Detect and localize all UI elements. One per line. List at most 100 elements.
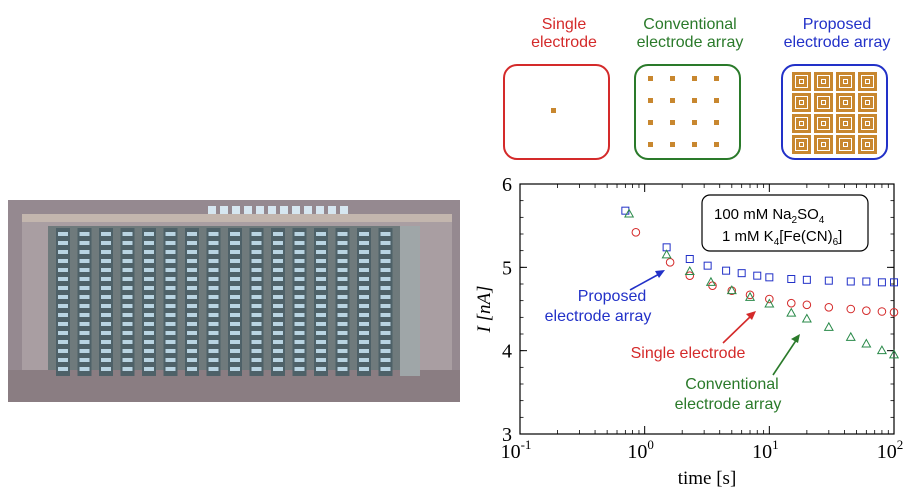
- chip-cell: [122, 268, 133, 272]
- chip-cell: [165, 295, 176, 299]
- chip-column: [99, 228, 113, 376]
- chip-pad: [340, 206, 348, 214]
- chip-cell: [316, 277, 326, 281]
- chip-cell: [122, 367, 133, 371]
- chip-pad: [220, 206, 228, 214]
- chip-cell: [187, 250, 197, 254]
- chip-cell: [273, 232, 283, 236]
- chip-cell: [380, 277, 391, 281]
- chip-column: [120, 228, 135, 376]
- chip-cell: [380, 286, 391, 290]
- data-point-triangle: [786, 307, 797, 317]
- chip-cell: [79, 268, 90, 272]
- chip-cell: [316, 331, 326, 335]
- electrode-inner: [861, 75, 874, 88]
- x-tick-label: 100: [627, 437, 654, 463]
- chip-cell: [294, 304, 305, 308]
- conventional-electrode-pad: [692, 76, 697, 81]
- chip-column: [271, 228, 285, 376]
- chip-cell: [144, 295, 154, 299]
- electrode-core: [865, 121, 870, 126]
- chip-cell: [79, 250, 90, 254]
- chip-column: [56, 228, 70, 376]
- chip-cell: [230, 367, 240, 371]
- y-tick-label: 3: [502, 424, 512, 446]
- conventional-electrode-pad: [648, 76, 653, 81]
- chip-cell: [79, 277, 90, 281]
- chip-cell: [101, 340, 111, 344]
- x-tick-label: 101: [752, 437, 779, 463]
- chip-cell: [79, 349, 90, 353]
- chip-cell: [294, 331, 305, 335]
- chip-top-trace: [22, 214, 452, 222]
- chip-cell: [359, 277, 369, 281]
- data-point-triangle: [888, 349, 900, 359]
- electrode-inner: [839, 75, 852, 88]
- data-point-circle: [685, 271, 695, 280]
- electrode-inner: [839, 138, 852, 151]
- chip-cell: [230, 241, 240, 245]
- x-tick-label: 10-1: [501, 437, 532, 463]
- chip-cell: [230, 259, 240, 263]
- chip-cell: [187, 286, 197, 290]
- chip-cell: [294, 322, 305, 326]
- electrode-inner: [861, 117, 874, 130]
- label-single: Single electrode: [631, 345, 746, 362]
- data-point-triangle: [845, 331, 856, 341]
- chip-cell: [294, 286, 305, 290]
- electrode-core: [865, 100, 870, 105]
- data-point-square: [722, 266, 731, 275]
- chip-cell: [58, 367, 68, 371]
- chip-cell: [230, 295, 240, 299]
- proposed-electrode-pad: [836, 135, 855, 154]
- chip-cell: [294, 268, 305, 272]
- chip-cell: [380, 259, 391, 263]
- chip-cell: [294, 340, 305, 344]
- chip-cell: [144, 250, 154, 254]
- chip-cell: [251, 322, 262, 326]
- chip-cell: [187, 232, 197, 236]
- data-point-square: [765, 273, 774, 282]
- proposed-electrode-pad: [814, 93, 833, 112]
- electrode-inner: [817, 138, 830, 151]
- chip-cell: [58, 313, 68, 317]
- chip-column: [163, 228, 178, 376]
- electrode-core: [843, 142, 848, 147]
- chip-cell: [187, 349, 197, 353]
- chip-cell: [165, 331, 176, 335]
- chip-cell: [101, 241, 111, 245]
- chip-cell: [273, 250, 283, 254]
- data-point-square: [685, 255, 694, 263]
- caption-line2: electrode array: [636, 34, 744, 51]
- chip-cell: [316, 232, 326, 236]
- chip-cell: [251, 268, 262, 272]
- chip-cell: [144, 349, 154, 353]
- chip-cell: [58, 358, 68, 362]
- electrode-inner: [817, 96, 830, 109]
- chip-cell: [101, 268, 111, 272]
- chip-pad: [232, 206, 240, 214]
- chip-cell: [337, 304, 348, 308]
- chip-side-circuit: [400, 226, 420, 376]
- chip-cell: [58, 340, 68, 344]
- conventional-electrode-pad: [714, 120, 719, 125]
- chip-cell: [294, 367, 305, 371]
- conventional-electrode-pad: [692, 98, 697, 103]
- chip-cell: [230, 358, 240, 362]
- proposed-electrode-pad: [814, 135, 833, 154]
- chip-cell: [165, 286, 176, 290]
- chip-cell: [58, 349, 68, 353]
- electrode-inner: [795, 96, 808, 109]
- chip-cell: [208, 295, 219, 299]
- label-proposed-line1: Proposed: [578, 288, 647, 305]
- proposed-electrode-pad: [792, 135, 811, 154]
- data-point-square: [862, 277, 871, 286]
- chip-cell: [165, 250, 176, 254]
- chip-cell: [122, 277, 133, 281]
- chip-cell: [359, 331, 369, 335]
- chip-cell: [337, 322, 348, 326]
- chip-cell: [122, 250, 133, 254]
- data-point-circle: [802, 300, 812, 310]
- electrode-inner: [817, 75, 830, 88]
- electrode-core: [799, 79, 804, 84]
